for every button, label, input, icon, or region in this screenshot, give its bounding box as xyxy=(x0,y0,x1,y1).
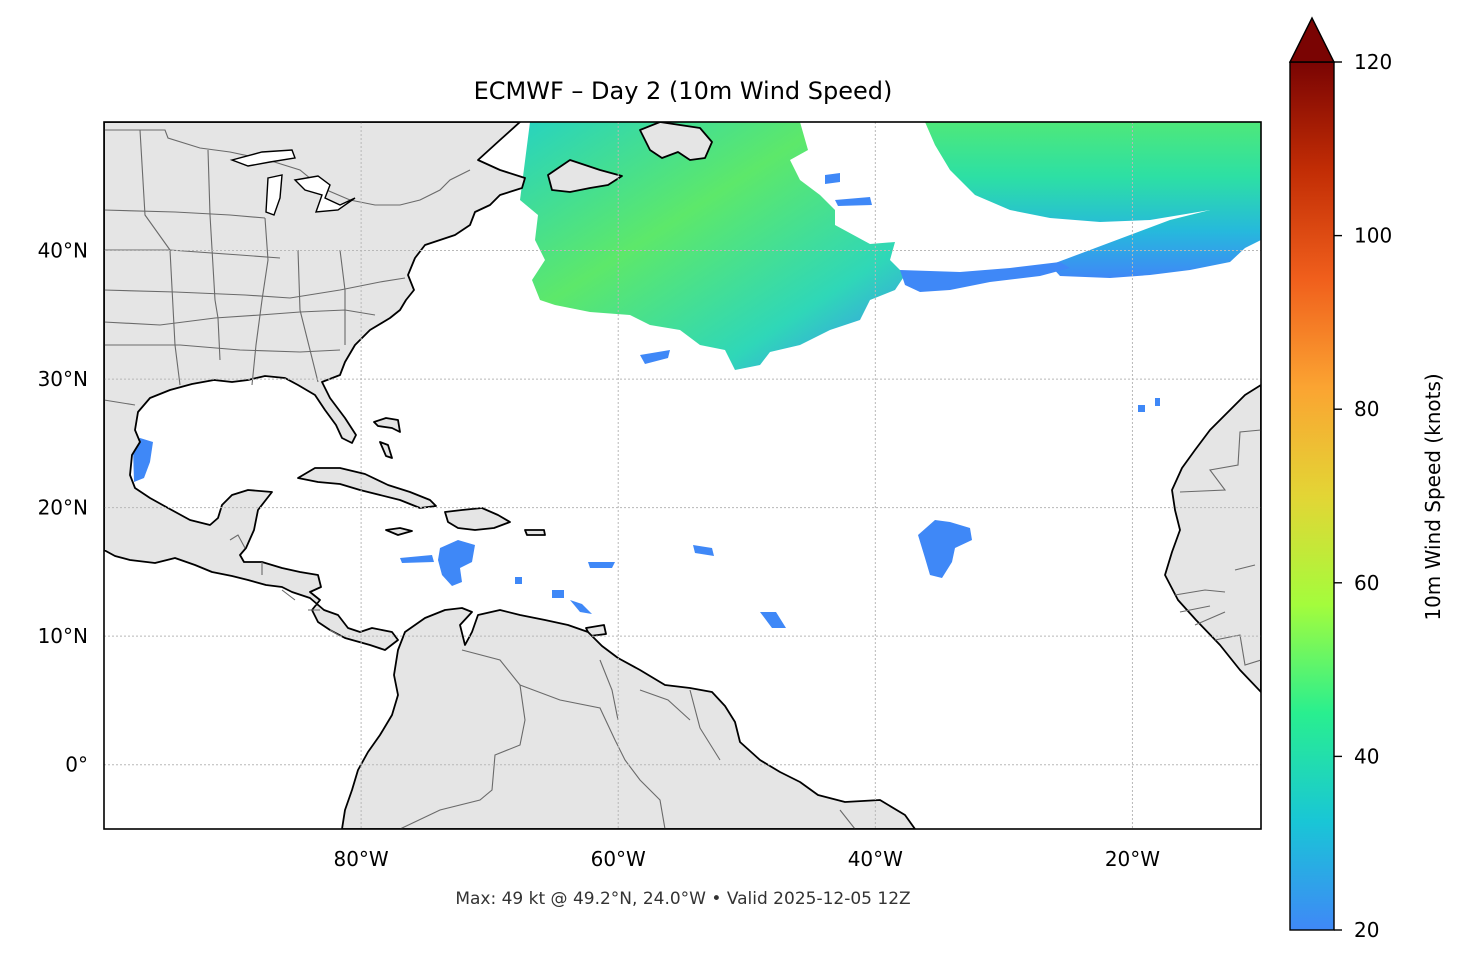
land-south-america xyxy=(341,607,916,829)
wind-streak-east xyxy=(900,262,1070,292)
border-mexico-usa xyxy=(104,399,136,406)
border-africa xyxy=(1174,429,1261,666)
colorbar-ticks: 20 40 60 80 100 120 xyxy=(1334,50,1392,942)
lake-superior xyxy=(229,149,296,167)
lat-tick-label: 0° xyxy=(65,753,88,777)
border-central-america xyxy=(229,534,341,637)
land-newfoundland xyxy=(639,122,713,161)
wind-patch-east-atlantic xyxy=(918,520,972,578)
border-south-america xyxy=(399,649,856,829)
map-panel xyxy=(104,122,1261,829)
wind-field-northwest xyxy=(520,122,905,370)
wind-patch-small-2 xyxy=(570,600,592,614)
border-states-west xyxy=(104,209,406,299)
colorbar-tick-label: 40 xyxy=(1354,744,1379,768)
lat-tick-label: 20°N xyxy=(38,496,88,520)
land-north-america xyxy=(104,122,526,651)
wind-patch-small-10 xyxy=(1138,398,1160,412)
land-jamaica xyxy=(385,527,413,536)
land-puerto-rico xyxy=(524,529,546,536)
colorbar-extend-arrow xyxy=(1288,16,1336,63)
land-newfoundland-maritimes xyxy=(547,159,623,193)
lon-tick-label: 80°W xyxy=(333,847,388,871)
land-bahamas-2 xyxy=(379,441,393,459)
colorbar-tick-label: 80 xyxy=(1354,397,1379,421)
wind-streak-midatlantic xyxy=(835,197,872,206)
land-hispaniola xyxy=(444,507,511,531)
colorbar-tick-label: 120 xyxy=(1354,50,1392,74)
wind-patch-small-9 xyxy=(825,173,840,184)
wind-field-northeast xyxy=(925,122,1261,278)
colorbar-tick-label: 60 xyxy=(1354,571,1379,595)
map-footer: Max: 49 kt @ 49.2°N, 24.0°W • Valid 2025… xyxy=(455,889,910,909)
land-cuba xyxy=(297,467,437,509)
map-frame xyxy=(103,121,1262,830)
border-states-vertical xyxy=(139,129,346,386)
lon-tick-label: 40°W xyxy=(848,847,903,871)
wind-patch-small-4 xyxy=(588,562,615,568)
lat-tick-label: 10°N xyxy=(38,624,88,648)
land-bahamas-1 xyxy=(373,417,401,433)
gridlines xyxy=(104,122,1261,829)
latitude-labels: 40°N 30°N 20°N 10°N 0° xyxy=(38,239,88,777)
wind-patch-small-6 xyxy=(515,577,522,584)
great-lakes xyxy=(229,149,356,216)
colorbar-tick-label: 20 xyxy=(1354,918,1379,942)
lake-huron-erie xyxy=(293,175,356,213)
lat-tick-label: 30°N xyxy=(38,367,88,391)
wind-patch-gulf-coast xyxy=(133,438,153,482)
land-africa xyxy=(1164,384,1261,693)
colorbar-tick-label: 100 xyxy=(1354,224,1392,248)
land-masses xyxy=(104,122,1261,829)
wind-patch-small-3 xyxy=(640,350,670,364)
lat-tick-label: 40°N xyxy=(38,239,88,263)
lon-tick-label: 60°W xyxy=(591,847,646,871)
wind-patch-small-5 xyxy=(400,555,434,563)
lon-tick-label: 20°W xyxy=(1105,847,1160,871)
wind-patch-small-7 xyxy=(552,590,564,598)
longitude-labels: 80°W 60°W 40°W 20°W xyxy=(333,847,1160,871)
wind-patch-hispaniola xyxy=(438,540,475,586)
lake-michigan xyxy=(265,174,283,216)
colorbar-label: 10m Wind Speed (knots) xyxy=(1421,373,1445,620)
wind-patch-small-1 xyxy=(760,612,786,628)
colorbar: 20 40 60 80 100 120 10m Wind Speed (knots) xyxy=(1288,16,1445,942)
wind-patch-small-8 xyxy=(693,545,714,556)
map-title: ECMWF – Day 2 (10m Wind Speed) xyxy=(474,77,893,105)
colorbar-gradient xyxy=(1289,61,1335,931)
